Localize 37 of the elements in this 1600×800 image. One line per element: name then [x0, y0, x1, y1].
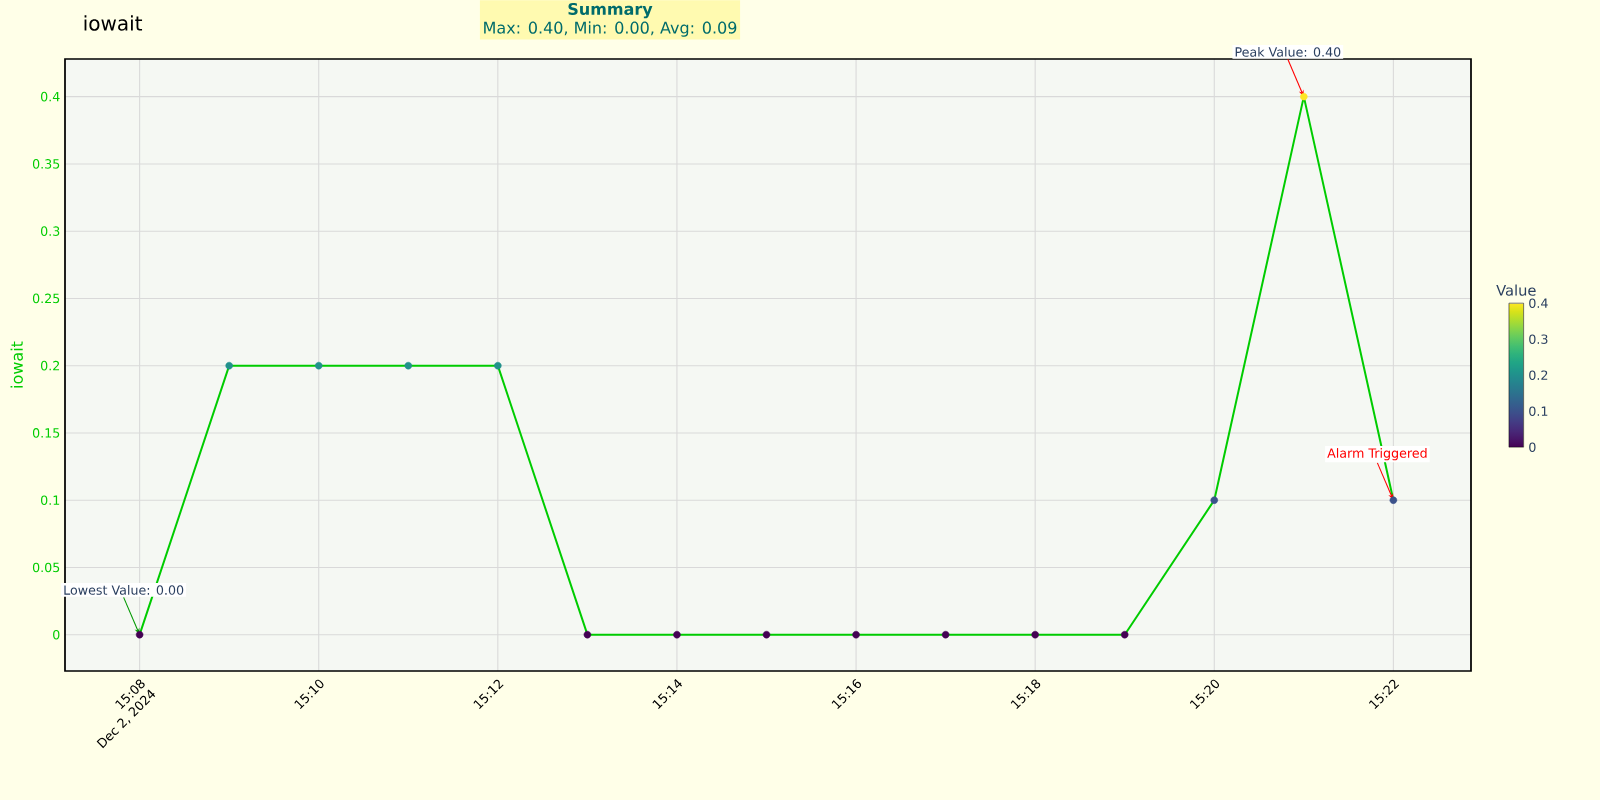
point [404, 361, 413, 370]
annotation: Lowest Value: 0.00 [64, 585, 184, 595]
color-bar-title: Value [1496, 284, 1536, 296]
y-tick-label: 0.15 [32, 428, 60, 438]
y-tick-label: 0 [53, 629, 60, 640]
color-bar-label: 0.4 [1529, 298, 1548, 308]
y-tick-label: 0.35 [32, 159, 60, 169]
text: Summary [568, 2, 653, 19]
point [225, 361, 233, 370]
point [852, 630, 860, 639]
point [1031, 630, 1039, 639]
color-bar-label: 0.3 [1529, 334, 1548, 344]
point [1300, 92, 1308, 101]
point [941, 630, 950, 639]
point [315, 361, 323, 370]
point [762, 630, 771, 639]
y-tick-label: 0.4 [40, 91, 60, 102]
text: Max: 0.40, Min: 0.00, Avg: 0.09 [484, 21, 737, 37]
annotation: Peak Value: 0.40 [1235, 46, 1341, 57]
y-tick-label: 0.25 [32, 293, 60, 304]
y-tick-label: 0.1 [40, 495, 60, 505]
y-tick-label: 0.05 [32, 562, 60, 573]
color-bar-label: 0.2 [1529, 370, 1548, 380]
point [673, 630, 681, 639]
y-tick-label: 0.3 [40, 226, 60, 236]
point [1120, 630, 1129, 639]
point [494, 361, 502, 370]
y-tick-label: 0.2 [40, 360, 60, 371]
y-axis-title: iowait [10, 341, 23, 388]
point [583, 630, 592, 639]
point [1210, 496, 1219, 504]
chart-title: iowait [84, 15, 143, 31]
point [135, 630, 144, 639]
color-bar-label: 0.1 [1529, 406, 1548, 416]
annotation: Alarm Triggered [1327, 448, 1427, 461]
point [1389, 496, 1398, 504]
color-bar-label: 0 [1529, 442, 1536, 452]
